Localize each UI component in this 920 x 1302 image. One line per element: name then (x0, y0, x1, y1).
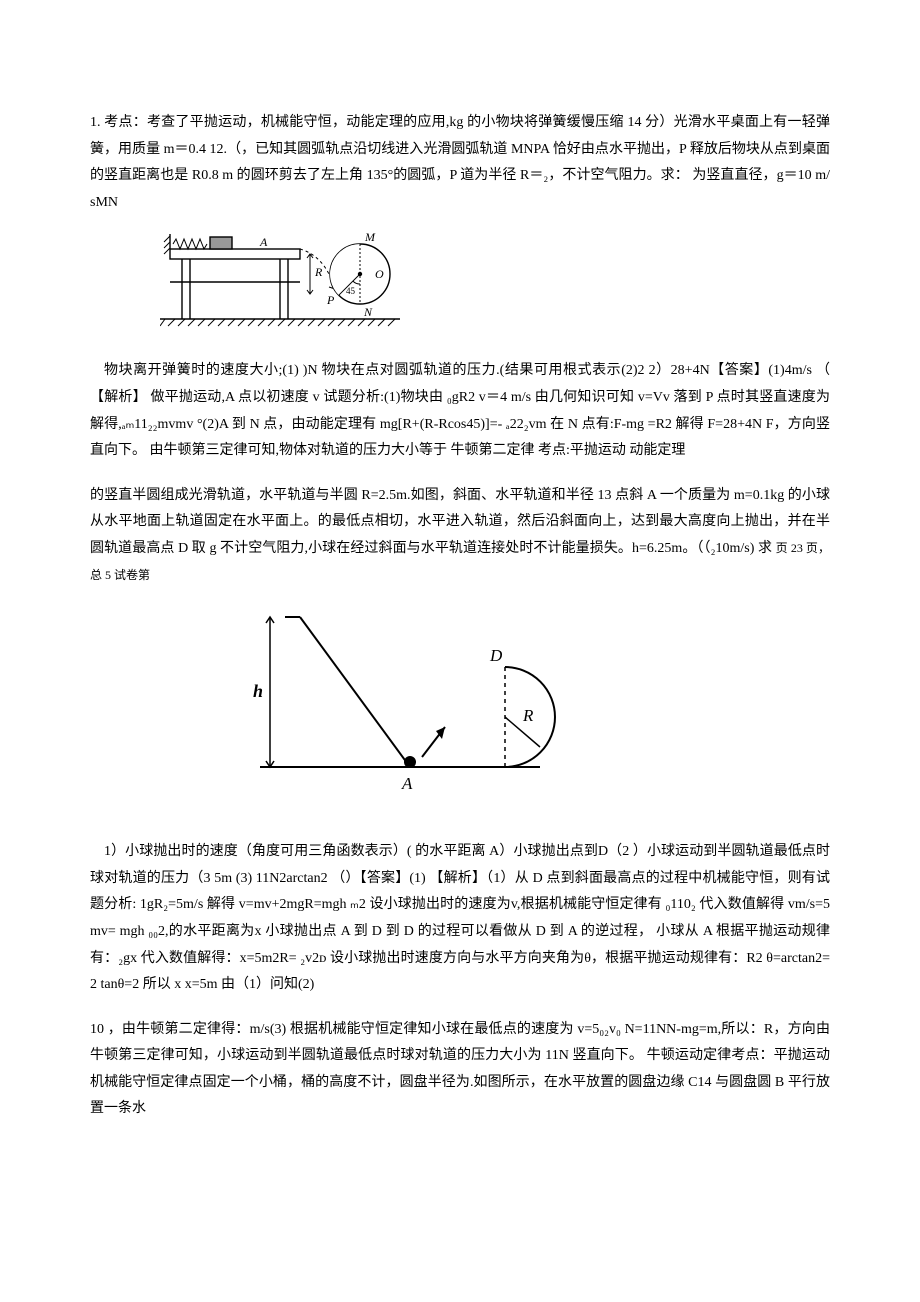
fig2-label-R: R (522, 706, 534, 725)
problem-2-text: 的竖直半圆组成光滑轨道，水平轨道与半圆 R=2.5m.如图，斜面、水平轨道和半径… (90, 483, 830, 589)
problem-2-body: 的竖直半圆组成光滑轨道，水平轨道与半圆 R=2.5m.如图，斜面、水平轨道和半径… (90, 488, 830, 556)
fig1-label-45: 45 (346, 286, 356, 296)
figure-1: A M R O P N 45 (90, 224, 830, 334)
solution-2a-text: 1）小球抛出时的速度（角度可用三角函数表示）( 的水平距离 A）小球抛出点到D（… (90, 839, 830, 999)
fig1-label-N: N (363, 305, 373, 319)
fig2-label-h: h (253, 681, 263, 701)
fig1-label-O: O (375, 267, 384, 281)
fig1-label-A: A (259, 235, 268, 249)
fig1-label-P: P (326, 293, 335, 307)
problem-1-text: 1. 考点：考查了平抛运动，机械能守恒，动能定理的应用,kg 的小物块将弹簧缓慢… (90, 110, 830, 216)
fig2-label-A: A (401, 774, 413, 793)
figure-2: h A D R (90, 597, 830, 797)
solution-1-text: 物块离开弹簧时的速度大小;(1) )N 物块在点对圆弧轨道的压力.(结果可用根式… (90, 358, 830, 464)
fig2-label-D: D (489, 646, 503, 665)
solution-2b-text: 10 ，由牛顿第二定律得：m/s(3) 根据机械能守恒定律知小球在最低点的速度为… (90, 1017, 830, 1123)
fig1-label-R: R (314, 265, 323, 279)
fig1-label-M: M (364, 230, 376, 244)
